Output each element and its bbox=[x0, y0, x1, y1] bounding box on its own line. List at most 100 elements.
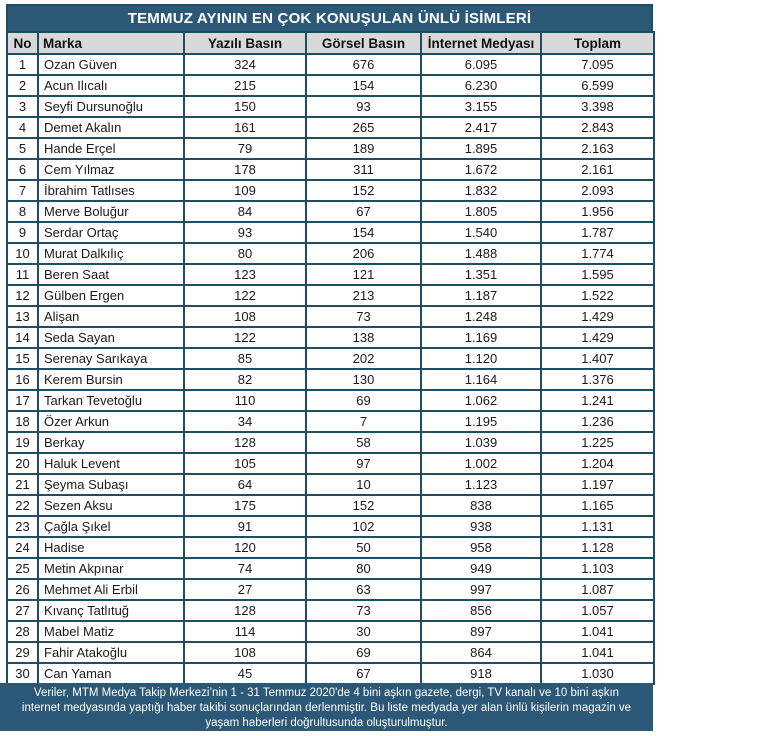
name-cell: Mabel Matiz bbox=[37, 620, 185, 643]
internet-media-cell: 864 bbox=[420, 641, 542, 664]
table-row: 27 Kıvanç Tatlıtuğ 128 73 856 1.057 bbox=[6, 599, 655, 622]
total-cell: 1.030 bbox=[540, 662, 655, 685]
print-press-cell: 45 bbox=[183, 662, 307, 685]
rank-cell: 28 bbox=[6, 620, 39, 643]
name-cell: Sezen Aksu bbox=[37, 494, 185, 517]
internet-media-cell: 938 bbox=[420, 515, 542, 538]
total-cell: 2.093 bbox=[540, 179, 655, 202]
internet-media-cell: 1.895 bbox=[420, 137, 542, 160]
rank-cell: 17 bbox=[6, 389, 39, 412]
total-cell: 1.236 bbox=[540, 410, 655, 433]
rank-cell: 11 bbox=[6, 263, 39, 286]
visual-press-cell: 10 bbox=[305, 473, 422, 496]
total-cell: 1.225 bbox=[540, 431, 655, 454]
table-row: 16 Kerem Bursin 82 130 1.164 1.376 bbox=[6, 368, 655, 391]
internet-media-cell: 1.120 bbox=[420, 347, 542, 370]
visual-press-cell: 69 bbox=[305, 641, 422, 664]
rank-cell: 22 bbox=[6, 494, 39, 517]
table-row: 19 Berkay 128 58 1.039 1.225 bbox=[6, 431, 655, 454]
visual-press-cell: 67 bbox=[305, 200, 422, 223]
name-cell: Acun Ilıcalı bbox=[37, 74, 185, 97]
name-cell: Haluk Levent bbox=[37, 452, 185, 475]
name-cell: Murat Dalkılıç bbox=[37, 242, 185, 265]
rank-cell: 6 bbox=[6, 158, 39, 181]
table-row: 28 Mabel Matiz 114 30 897 1.041 bbox=[6, 620, 655, 643]
internet-media-cell: 1.002 bbox=[420, 452, 542, 475]
print-press-cell: 85 bbox=[183, 347, 307, 370]
table-row: 1 Ozan Güven 324 676 6.095 7.095 bbox=[6, 53, 655, 76]
table-row: 8 Merve Boluğur 84 67 1.805 1.956 bbox=[6, 200, 655, 223]
rank-cell: 4 bbox=[6, 116, 39, 139]
print-press-cell: 84 bbox=[183, 200, 307, 223]
internet-media-cell: 1.805 bbox=[420, 200, 542, 223]
celebrity-table: No Marka Yazılı Basın Görsel Basın İnter… bbox=[6, 31, 655, 685]
print-press-cell: 128 bbox=[183, 599, 307, 622]
name-cell: Çağla Şıkel bbox=[37, 515, 185, 538]
total-cell: 1.376 bbox=[540, 368, 655, 391]
table-row: 24 Hadise 120 50 958 1.128 bbox=[6, 536, 655, 559]
internet-media-cell: 1.123 bbox=[420, 473, 542, 496]
name-cell: Berkay bbox=[37, 431, 185, 454]
visual-press-cell: 67 bbox=[305, 662, 422, 685]
total-cell: 1.407 bbox=[540, 347, 655, 370]
internet-media-cell: 1.488 bbox=[420, 242, 542, 265]
visual-press-cell: 213 bbox=[305, 284, 422, 307]
table-row: 21 Şeyma Subaşı 64 10 1.123 1.197 bbox=[6, 473, 655, 496]
total-cell: 6.599 bbox=[540, 74, 655, 97]
visual-press-cell: 121 bbox=[305, 263, 422, 286]
name-cell: Seyfi Dursunoğlu bbox=[37, 95, 185, 118]
table-row: 13 Alişan 108 73 1.248 1.429 bbox=[6, 305, 655, 328]
internet-media-cell: 6.095 bbox=[420, 53, 542, 76]
table-row: 10 Murat Dalkılıç 80 206 1.488 1.774 bbox=[6, 242, 655, 265]
visual-press-cell: 63 bbox=[305, 578, 422, 601]
source-note: Veriler, MTM Medya Takip Merkezi’nin 1 -… bbox=[0, 683, 653, 731]
visual-press-cell: 73 bbox=[305, 599, 422, 622]
print-press-cell: 324 bbox=[183, 53, 307, 76]
total-cell: 1.774 bbox=[540, 242, 655, 265]
table-row: 11 Beren Saat 123 121 1.351 1.595 bbox=[6, 263, 655, 286]
table-row: 30 Can Yaman 45 67 918 1.030 bbox=[6, 662, 655, 685]
visual-press-cell: 50 bbox=[305, 536, 422, 559]
table-row: 23 Çağla Şıkel 91 102 938 1.131 bbox=[6, 515, 655, 538]
table-row: 25 Metin Akpınar 74 80 949 1.103 bbox=[6, 557, 655, 580]
total-cell: 1.041 bbox=[540, 620, 655, 643]
table-row: 3 Seyfi Dursunoğlu 150 93 3.155 3.398 bbox=[6, 95, 655, 118]
rank-cell: 25 bbox=[6, 557, 39, 580]
total-cell: 1.197 bbox=[540, 473, 655, 496]
print-press-cell: 178 bbox=[183, 158, 307, 181]
visual-press-cell: 97 bbox=[305, 452, 422, 475]
internet-media-cell: 958 bbox=[420, 536, 542, 559]
table-row: 26 Mehmet Ali Erbil 27 63 997 1.087 bbox=[6, 578, 655, 601]
internet-media-cell: 3.155 bbox=[420, 95, 542, 118]
table-row: 4 Demet Akalın 161 265 2.417 2.843 bbox=[6, 116, 655, 139]
print-press-cell: 175 bbox=[183, 494, 307, 517]
total-cell: 1.087 bbox=[540, 578, 655, 601]
internet-media-cell: 2.417 bbox=[420, 116, 542, 139]
name-cell: Demet Akalın bbox=[37, 116, 185, 139]
rank-cell: 15 bbox=[6, 347, 39, 370]
total-cell: 1.241 bbox=[540, 389, 655, 412]
name-cell: Mehmet Ali Erbil bbox=[37, 578, 185, 601]
table-row: 15 Serenay Sarıkaya 85 202 1.120 1.407 bbox=[6, 347, 655, 370]
col-header-yazili-basin: Yazılı Basın bbox=[183, 31, 307, 55]
rank-cell: 27 bbox=[6, 599, 39, 622]
visual-press-cell: 138 bbox=[305, 326, 422, 349]
rank-cell: 12 bbox=[6, 284, 39, 307]
total-cell: 7.095 bbox=[540, 53, 655, 76]
total-cell: 1.787 bbox=[540, 221, 655, 244]
col-header-marka: Marka bbox=[37, 31, 185, 55]
internet-media-cell: 6.230 bbox=[420, 74, 542, 97]
visual-press-cell: 265 bbox=[305, 116, 422, 139]
table-row: 22 Sezen Aksu 175 152 838 1.165 bbox=[6, 494, 655, 517]
name-cell: Tarkan Tevetoğlu bbox=[37, 389, 185, 412]
print-press-cell: 128 bbox=[183, 431, 307, 454]
print-press-cell: 123 bbox=[183, 263, 307, 286]
internet-media-cell: 897 bbox=[420, 620, 542, 643]
visual-press-cell: 69 bbox=[305, 389, 422, 412]
visual-press-cell: 130 bbox=[305, 368, 422, 391]
visual-press-cell: 311 bbox=[305, 158, 422, 181]
internet-media-cell: 1.351 bbox=[420, 263, 542, 286]
name-cell: Hadise bbox=[37, 536, 185, 559]
rank-cell: 1 bbox=[6, 53, 39, 76]
rank-cell: 19 bbox=[6, 431, 39, 454]
